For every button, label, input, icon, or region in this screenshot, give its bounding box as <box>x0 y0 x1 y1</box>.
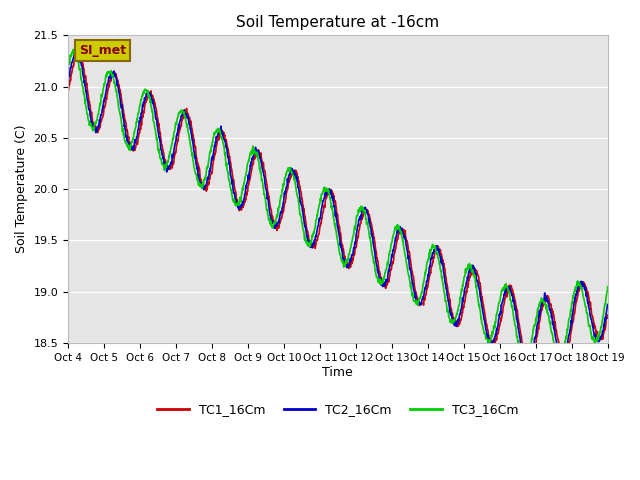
Text: SI_met: SI_met <box>79 44 126 57</box>
TC3_16Cm <box>422 267 429 273</box>
TC1_16Cm <box>422 292 429 298</box>
TC1_16Cm <box>540 300 548 306</box>
TC2_16Cm <box>540 295 548 301</box>
TC3_16Cm <box>520 362 528 368</box>
TC1_16Cm <box>73 49 81 55</box>
TC2_16Cm <box>492 328 500 334</box>
TC3_16Cm <box>69 47 77 52</box>
TC3_16Cm <box>64 60 72 65</box>
TC2_16Cm <box>604 302 612 308</box>
TC3_16Cm <box>172 124 179 130</box>
TC1_16Cm <box>184 112 192 118</box>
Line: TC2_16Cm: TC2_16Cm <box>68 50 608 365</box>
X-axis label: Time: Time <box>323 365 353 379</box>
TC2_16Cm <box>172 140 179 146</box>
TC2_16Cm <box>526 362 534 368</box>
TC1_16Cm <box>172 149 179 155</box>
Line: TC3_16Cm: TC3_16Cm <box>68 49 608 365</box>
TC3_16Cm <box>604 284 612 289</box>
Y-axis label: Soil Temperature (C): Soil Temperature (C) <box>15 125 28 253</box>
TC1_16Cm <box>604 312 612 318</box>
TC2_16Cm <box>64 83 72 88</box>
TC2_16Cm <box>73 47 81 53</box>
TC3_16Cm <box>184 130 192 136</box>
TC3_16Cm <box>540 300 548 305</box>
TC1_16Cm <box>526 361 534 367</box>
TC2_16Cm <box>184 116 192 122</box>
Line: TC1_16Cm: TC1_16Cm <box>68 52 608 364</box>
TC1_16Cm <box>64 86 72 92</box>
TC2_16Cm <box>245 176 253 182</box>
Title: Soil Temperature at -16cm: Soil Temperature at -16cm <box>236 15 440 30</box>
TC1_16Cm <box>492 335 500 341</box>
TC2_16Cm <box>422 283 429 289</box>
TC1_16Cm <box>245 181 253 187</box>
TC3_16Cm <box>245 156 253 162</box>
Legend: TC1_16Cm, TC2_16Cm, TC3_16Cm: TC1_16Cm, TC2_16Cm, TC3_16Cm <box>152 398 524 421</box>
TC3_16Cm <box>492 312 500 318</box>
